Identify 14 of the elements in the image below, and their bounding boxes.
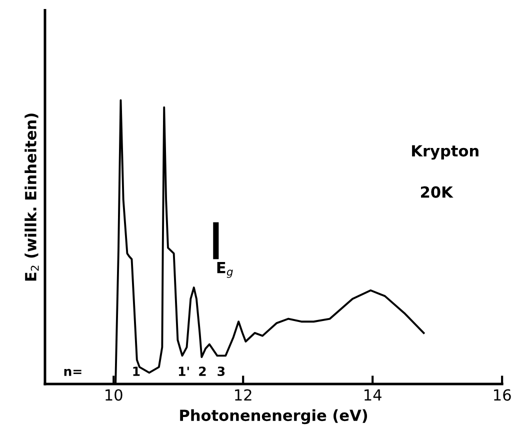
x-axis-title: Photonenenergie (eV) (180, 409, 368, 424)
annotation: 1 (133, 366, 140, 376)
ref-line-label: E$_{g}$ (217, 262, 233, 278)
annotation: 1' (178, 366, 189, 376)
annotation: 3 (218, 366, 225, 376)
x-tick-label: 16 (494, 389, 511, 401)
y-axis-title: E$_{2}$ (willk. Einheiten) (24, 114, 39, 281)
annotation: n= (64, 368, 82, 376)
x-tick-label: 10 (106, 389, 122, 401)
annotation: 2 (199, 366, 206, 376)
x-tick-label: 12 (235, 389, 252, 401)
annotation: Krypton (412, 145, 478, 160)
annotation: 20K (421, 186, 454, 198)
x-tick-label: 14 (364, 389, 382, 401)
